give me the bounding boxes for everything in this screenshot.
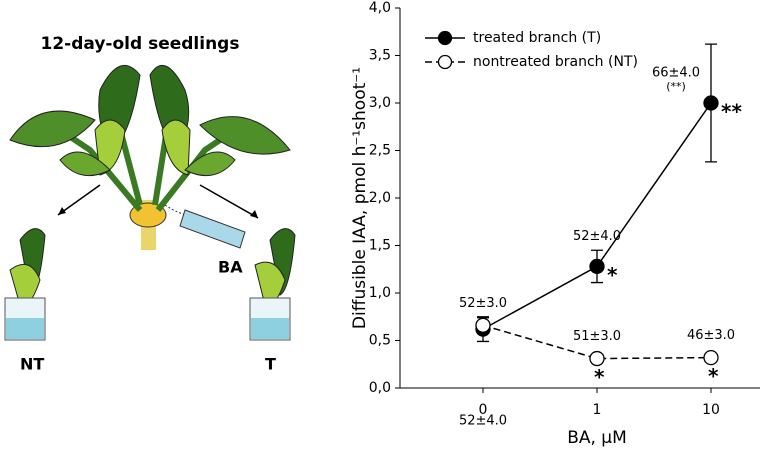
treatment-label: BA [218,258,243,277]
y-tick-label: 2,0 [369,190,391,206]
y-axis-label: Diffusible IAA, pmol h⁻¹shoot⁻¹ [350,67,370,329]
arrow [57,184,259,219]
y-tick-label: 1,5 [369,238,391,254]
illustration-title: 12-day-old seedlings [41,34,240,54]
marker [703,349,719,366]
y-tick-label: 0,5 [369,333,391,349]
point-label: 52±4.0 [459,414,507,429]
water [6,318,44,339]
significance: * [708,364,719,388]
y-tick-label: 0,0 [369,380,391,396]
point-note: (**) [666,80,686,93]
marker [589,350,605,367]
y-tick-label: 3,0 [369,95,391,111]
x-tick-label: 10 [702,402,720,418]
leaf [161,119,191,176]
point-label: 52±3.0 [459,296,507,311]
water [251,318,289,339]
leaf [9,110,96,148]
leaf [59,151,111,177]
series-line [482,102,712,330]
significance: * [594,365,605,389]
y-tick-label: 3,5 [369,48,391,64]
x-tick-label: 1 [593,402,602,418]
x-axis-label: BA, μM [567,428,627,448]
x-tick-label: 0 [479,402,488,418]
legend-label: nontreated branch (NT) [473,54,638,70]
point-label: 51±3.0 [573,329,621,344]
leaf [199,116,291,155]
illustration: 12-day-old seedlings BA NT T [4,34,296,374]
y-tick-label: 2,5 [369,143,391,159]
marker [475,317,491,333]
y-tick-label: 4,0 [369,0,391,16]
significance: * [607,263,618,287]
point-label: 52±4.0 [573,229,621,244]
legend-marker [437,54,453,70]
marker [589,258,605,275]
right-label: T [265,355,276,374]
tube [179,209,246,249]
series-line [482,324,712,360]
y-tick-label: 1,0 [369,285,391,301]
legend-label: treated branch (T) [473,30,601,46]
leaf [184,151,236,177]
point-label: 46±3.0 [687,328,735,343]
point-label: 66±4.0 [652,66,700,81]
chart: Diffusible IAA, pmol h⁻¹shoot⁻¹ BA, μM [350,67,627,448]
significance: ** [721,100,742,124]
leaf [269,228,296,296]
left-label: NT [20,355,44,374]
legend-marker [437,30,453,46]
marker [703,95,719,111]
